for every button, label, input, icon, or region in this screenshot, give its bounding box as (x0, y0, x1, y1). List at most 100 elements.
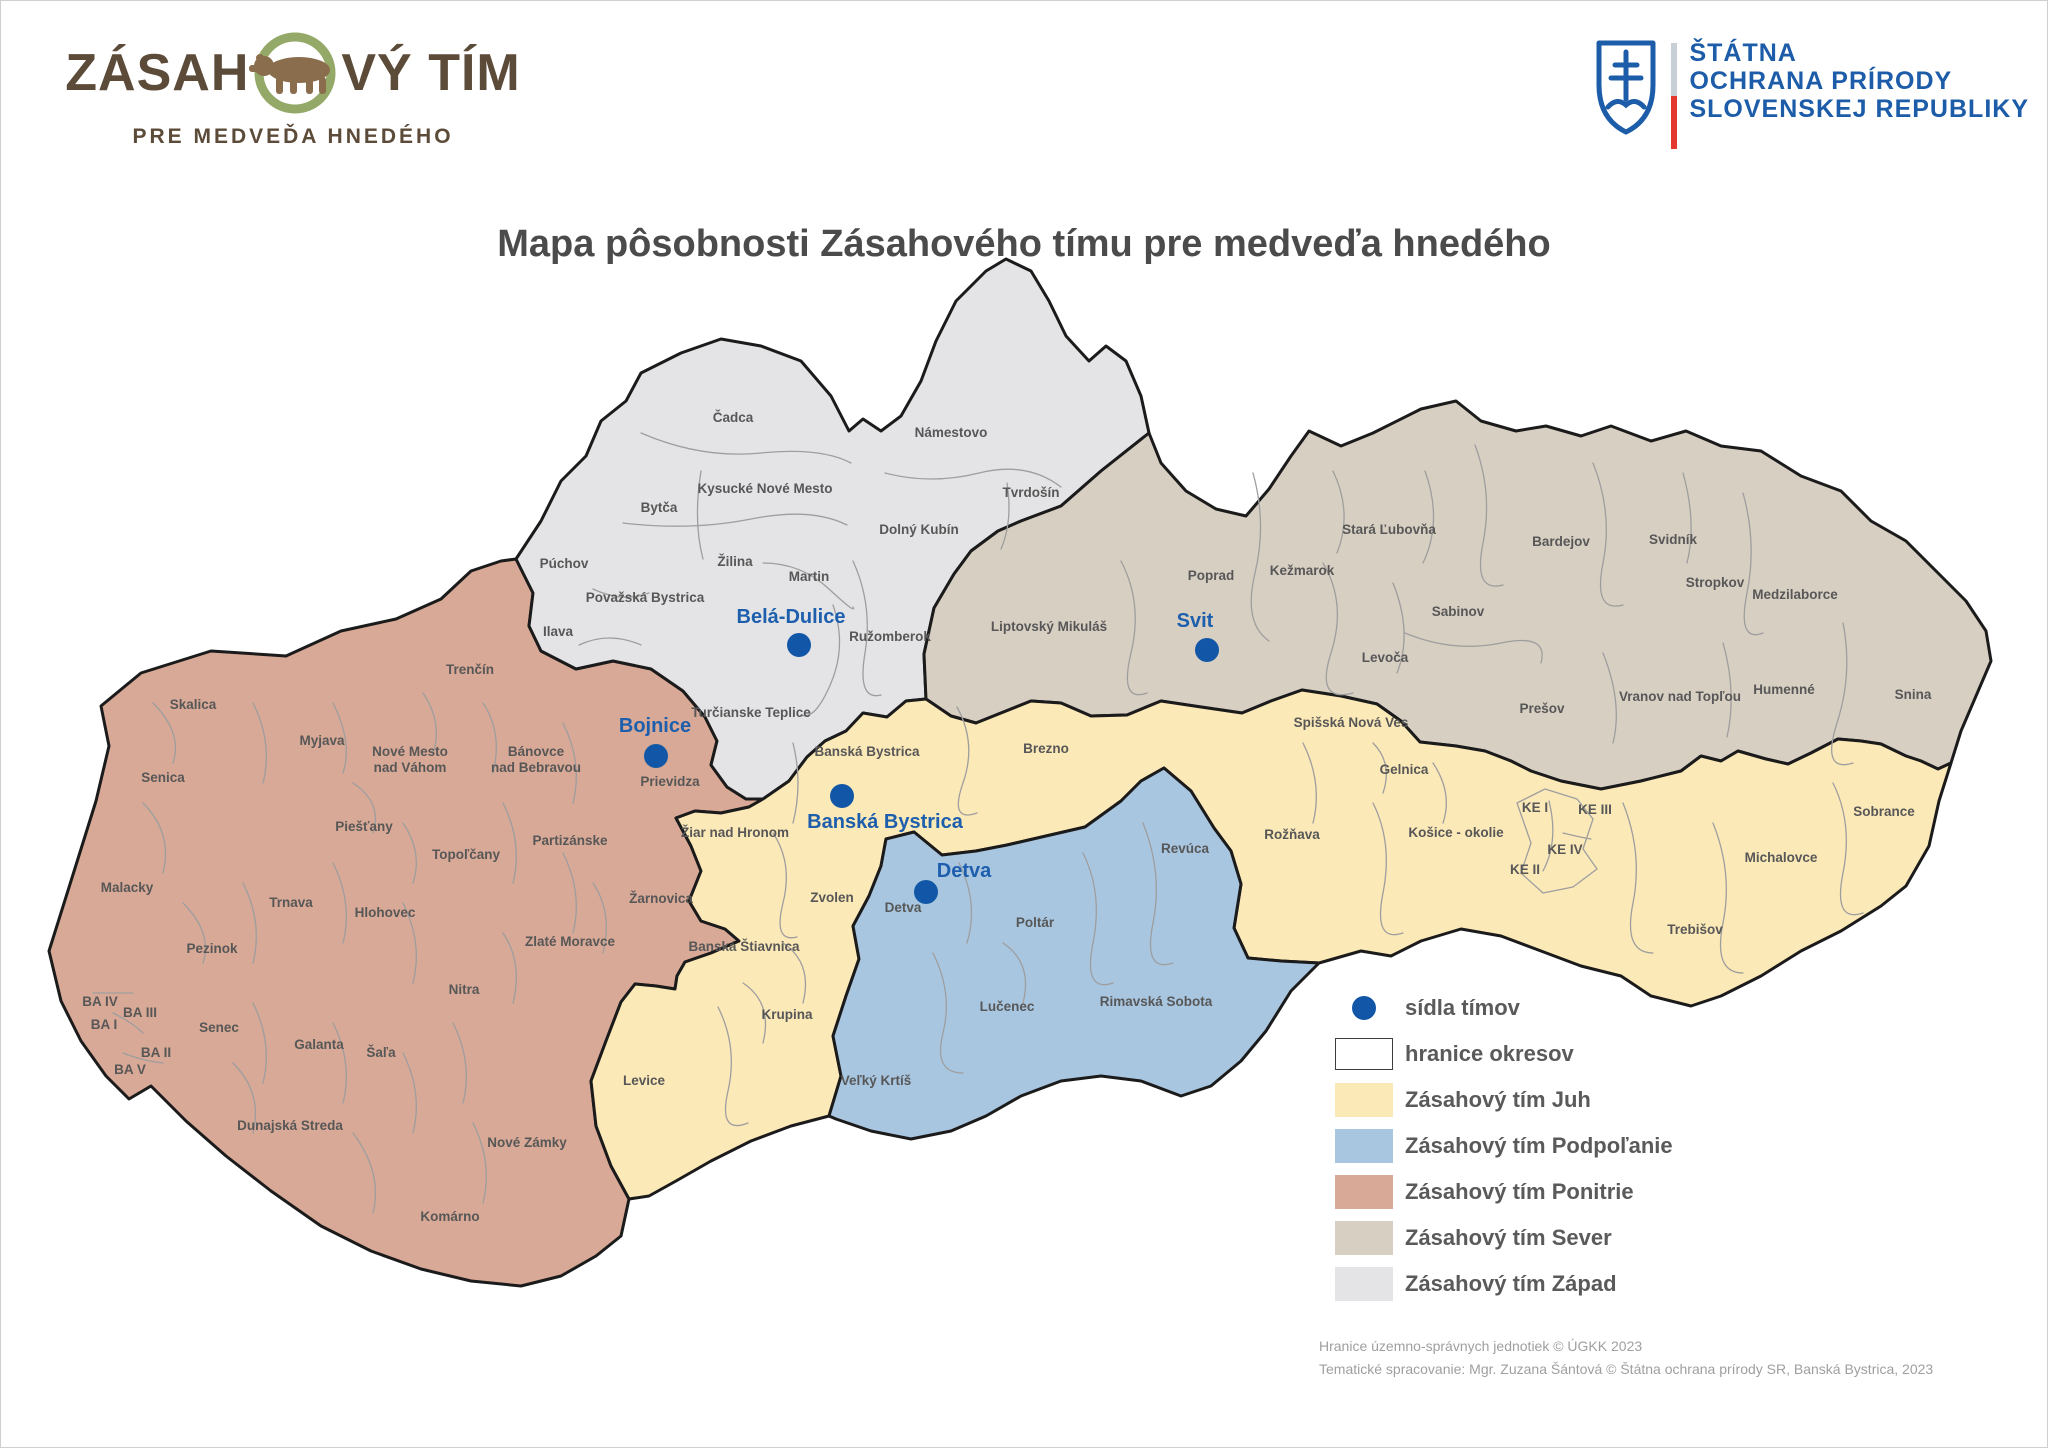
org-name-line2: OCHRANA PRÍRODY (1689, 67, 1953, 95)
district-label: Detva (885, 900, 922, 915)
sop-sr-logo: ŠTÁTNA OCHRANA PRÍRODY SLOVENSKEJ REPUBL… (1595, 39, 2029, 149)
legend-label: Zásahový tím Juh (1405, 1087, 1591, 1112)
district-label: KE I (1522, 800, 1548, 815)
district-label: Sobrance (1853, 804, 1915, 819)
district-label: BA IV (82, 994, 118, 1009)
legend-label: Zásahový tím Sever (1405, 1225, 1612, 1250)
district-label: Gelnica (1380, 762, 1429, 777)
color-swatch (1335, 1175, 1393, 1209)
district-label: Čadca (713, 410, 754, 425)
district-border-swatch (1335, 1038, 1393, 1070)
district-label: Bytča (641, 500, 678, 515)
district-label: Rožňava (1264, 827, 1320, 842)
district-label: Vranov nad Topľou (1619, 689, 1741, 704)
slovak-coat-of-arms-icon (1596, 40, 1656, 135)
logo-subtitle: PRE MEDVEĎA HNEDÉHO (132, 125, 454, 148)
district-labels: Čadca Námestovo Kysucké Nové Mesto Bytča Tvr… (82, 410, 1932, 1224)
district-label: Košice - okolie (1408, 825, 1504, 840)
district-label: BA III (123, 1005, 157, 1020)
legend-label: Zásahový tím Západ (1405, 1271, 1617, 1296)
district-label: Revúca (1161, 841, 1210, 856)
district-label: Stará Ľubovňa (1342, 522, 1436, 537)
color-swatch (1335, 1083, 1393, 1117)
legend-row-zapad: Zásahový tím Západ (1335, 1267, 1855, 1301)
district-label: Partizánske (532, 833, 608, 848)
district-borders-juh (717, 706, 1864, 1127)
district-label: Hlohovec (355, 905, 416, 920)
district-label: Lučenec (980, 999, 1035, 1014)
district-label: Skalica (170, 697, 217, 712)
legend-label: hranice okresov (1405, 1041, 1574, 1066)
team-seat-label: Bojnice (619, 715, 691, 737)
district-label: Žiar nad Hronom (681, 825, 789, 840)
district-borders-sever (1120, 444, 1854, 766)
district-label: Nitra (449, 982, 480, 997)
district-label: Rimavská Sobota (1100, 994, 1213, 1009)
district-label: Trenčín (446, 662, 494, 677)
district-label: Spišská Nová Ves (1294, 715, 1409, 730)
district-label: Zvolen (810, 890, 854, 905)
org-name: ŠTÁTNA OCHRANA PRÍRODY SLOVENSKEJ REPUBL… (1689, 39, 2029, 123)
district-label: BA I (91, 1017, 118, 1032)
district-label: Kysucké Nové Mesto (697, 481, 832, 496)
district-label: Nové Zámky (487, 1135, 567, 1150)
district-label: Námestovo (915, 425, 988, 440)
district-label: Piešťany (335, 819, 393, 834)
credits-line2: Tematické spracovanie: Mgr. Zuzana Šánto… (1319, 1361, 1934, 1377)
legend-label: sídla tímov (1405, 995, 1520, 1020)
district-label: Tvrdošín (1002, 485, 1059, 500)
district-label: KE II (1510, 862, 1540, 877)
legend-label: Zásahový tím Ponitrie (1405, 1179, 1634, 1204)
district-label: Komárno (420, 1209, 479, 1224)
district-label: Myjava (299, 733, 345, 748)
team-seat-label: Detva (937, 860, 992, 882)
legend-row-podpolanie: Zásahový tím Podpoľanie (1335, 1129, 1855, 1163)
district-label: Levoča (1362, 650, 1409, 665)
district-label: Bánovce nad Bebravou (491, 744, 581, 775)
legend-row-sever: Zásahový tím Sever (1335, 1221, 1855, 1255)
seat-dot-icon (1352, 996, 1376, 1020)
district-label: Veľký Krtíš (841, 1073, 912, 1088)
color-swatch (1335, 1129, 1393, 1163)
logo-text-left: ZÁSAH (65, 44, 250, 102)
district-label: Banská Bystrica (814, 744, 920, 759)
logo-divider (1671, 43, 1678, 149)
district-label: Prešov (1519, 701, 1565, 716)
team-seat-markers: Belá-Dulice Bojnice Banská Bystrica Detva Sv… (619, 606, 1219, 904)
district-label: Poprad (1188, 568, 1235, 583)
legend-row-juh: Zásahový tím Juh (1335, 1083, 1855, 1117)
district-label: Dunajská Streda (237, 1118, 343, 1133)
district-label: Púchov (540, 556, 589, 571)
region-podpolanie (827, 766, 1321, 1141)
credits: Hranice územno-správnych jednotiek © ÚGK… (1319, 1335, 1933, 1381)
district-borders-ponitrie (92, 692, 607, 1214)
team-seat-label: Banská Bystrica (807, 811, 964, 833)
district-label: Kežmarok (1270, 563, 1335, 578)
district-label: Martin (789, 569, 830, 584)
district-borders-zapad (578, 432, 1062, 717)
legend-label: Zásahový tím Podpoľanie (1405, 1133, 1673, 1158)
district-label: Humenné (1753, 682, 1815, 697)
district-label: Poltár (1016, 915, 1055, 930)
team-seat-dot (830, 784, 854, 808)
legend-row-borders: hranice okresov (1335, 1037, 1855, 1071)
district-label: Michalovce (1745, 850, 1818, 865)
district-label: Žarnovica (629, 891, 693, 906)
district-label: KE IV (1547, 842, 1582, 857)
district-label: Brezno (1023, 741, 1069, 756)
district-label: Stropkov (1686, 575, 1745, 590)
district-label: Levice (623, 1073, 666, 1088)
color-swatch (1335, 1221, 1393, 1255)
team-seat-dot (914, 880, 938, 904)
district-label: Galanta (294, 1037, 344, 1052)
district-label: Šaľa (366, 1045, 396, 1060)
org-name-line3: SLOVENSKEJ REPUBLIKY (1689, 95, 2029, 123)
district-label: Nové Mesto nad Váhom (372, 744, 448, 775)
legend-row-ponitrie: Zásahový tím Ponitrie (1335, 1175, 1855, 1209)
district-label: Senica (141, 770, 185, 785)
district-label: KE III (1578, 802, 1612, 817)
intervention-team-logo: ZÁSAH VÝ TÍM PRE MEDVEĎA HNEDÉHO (53, 27, 533, 149)
district-label: Pezinok (186, 941, 238, 956)
